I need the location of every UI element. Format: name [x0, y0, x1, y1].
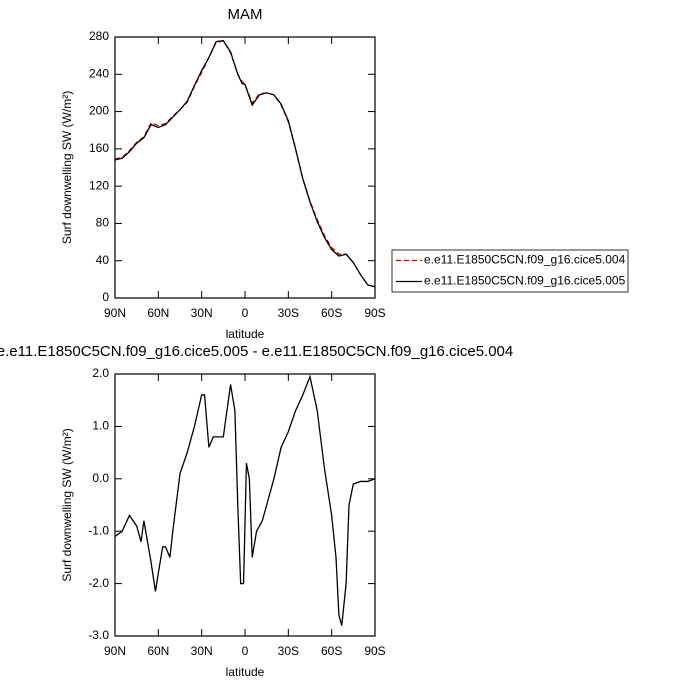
- x-tick-label: 90S: [364, 644, 385, 658]
- y-tick-label: -1.0: [88, 523, 109, 537]
- plot-frame: [114, 373, 376, 637]
- y-tick-label: 40: [96, 253, 110, 267]
- x-tick-label: 90N: [104, 644, 126, 658]
- x-tick-label: 60S: [321, 306, 342, 320]
- y-tick-label: 0.0: [92, 471, 109, 485]
- y-tick-label: 2.0: [92, 366, 109, 380]
- x-tick-label: 60S: [321, 644, 342, 658]
- y-tick-label: 1.0: [92, 419, 109, 433]
- y-tick-label: 240: [89, 66, 109, 80]
- x-tick-label: 0: [242, 644, 249, 658]
- x-tick-label: 60N: [147, 306, 169, 320]
- x-axis-label: latitude: [226, 665, 265, 679]
- y-tick-label: -3.0: [88, 628, 109, 642]
- x-tick-label: 0: [242, 306, 249, 320]
- x-tick-label: 90N: [104, 306, 126, 320]
- data-line: [114, 40, 376, 288]
- plot-frame: [114, 36, 376, 299]
- y-axis-label: Surf downwelling SW (W/m²): [60, 428, 74, 581]
- y-tick-label: 0: [102, 290, 109, 304]
- data-line: [114, 374, 376, 626]
- legend-label: e.e11.E1850C5CN.f09_g16.cice5.004: [424, 253, 626, 267]
- y-tick-label: 80: [96, 216, 110, 230]
- legend-label: e.e11.E1850C5CN.f09_g16.cice5.005: [424, 274, 626, 288]
- y-tick-label: 120: [89, 178, 109, 192]
- y-tick-label: -2.0: [88, 576, 109, 590]
- data-line: [114, 39, 376, 288]
- y-tick-label: 200: [89, 104, 109, 118]
- x-tick-label: 30N: [191, 306, 213, 320]
- x-tick-label: 30S: [278, 306, 299, 320]
- x-tick-label: 30N: [191, 644, 213, 658]
- x-tick-label: 90S: [364, 306, 385, 320]
- x-tick-label: 60N: [147, 644, 169, 658]
- chart-title: e.e11.E1850C5CN.f09_g16.cice5.005 - e.e1…: [0, 343, 513, 360]
- y-tick-label: 160: [89, 141, 109, 155]
- y-axis-label: Surf downwelling SW (W/m²): [60, 91, 74, 244]
- x-axis-label: latitude: [226, 327, 265, 341]
- legend-box: [391, 249, 629, 293]
- x-tick-label: 30S: [278, 644, 299, 658]
- y-tick-label: 280: [89, 29, 109, 43]
- chart-title: MAM: [228, 6, 263, 23]
